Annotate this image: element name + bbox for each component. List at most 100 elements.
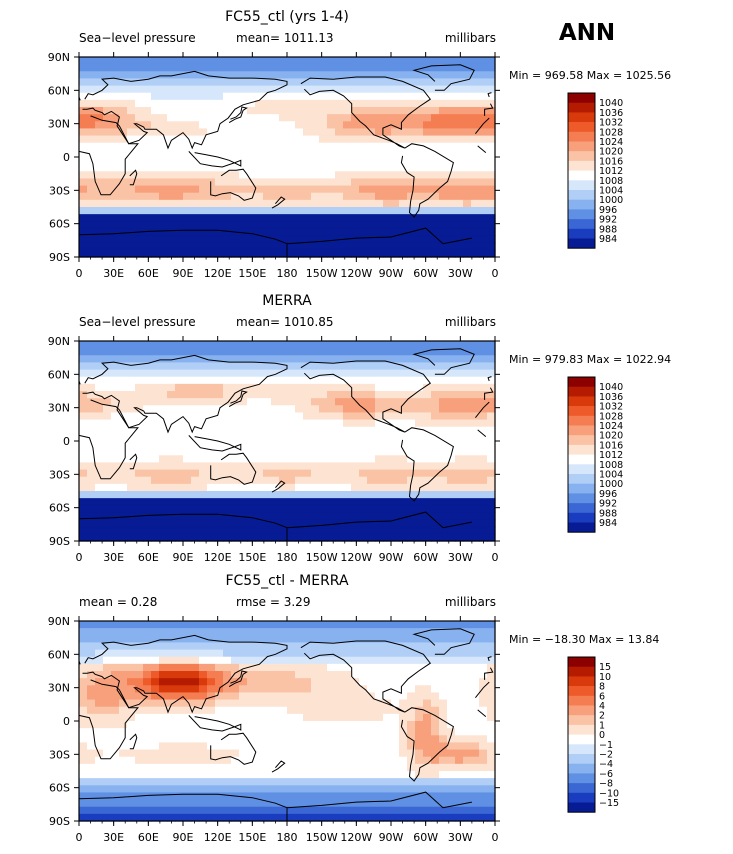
contour-cell [415, 628, 424, 636]
contour-cell [87, 635, 96, 644]
contour-cell [383, 214, 392, 222]
contour-cell [263, 699, 272, 708]
contour-cell [231, 64, 240, 72]
contour-cell [407, 362, 416, 371]
contour-cell [255, 78, 264, 87]
contour-cell [431, 78, 440, 87]
contour-cell [223, 376, 232, 385]
contour-cell [303, 462, 312, 471]
contour-cell [287, 57, 296, 65]
contour-cell [319, 419, 328, 428]
contour-cell [255, 376, 264, 385]
panel-title: MERRA [262, 293, 312, 309]
contour-cell [223, 526, 232, 535]
contour-cell [159, 628, 168, 636]
contour-cell [351, 671, 360, 679]
contour-cell [95, 426, 104, 435]
contour-cell [343, 164, 352, 172]
contour-cell [95, 57, 104, 65]
contour-cell [199, 735, 208, 744]
contour-cell [319, 71, 328, 80]
contour-cell [479, 391, 488, 399]
contour-cell [351, 756, 360, 765]
contour-cell [231, 621, 240, 629]
contour-cell [175, 505, 184, 514]
contour-cell [463, 57, 472, 65]
contour-cell [319, 207, 328, 215]
contour-cell [327, 228, 336, 237]
contour-cell [111, 469, 120, 478]
contour-cell [399, 199, 408, 208]
contour-cell [431, 398, 440, 406]
contour-cell [343, 742, 352, 751]
contour-cell [383, 412, 392, 421]
contour-cell [271, 85, 280, 94]
contour-cell [103, 376, 112, 385]
contour-cell [255, 491, 264, 499]
contour-cell [127, 341, 136, 349]
contour-cell [471, 799, 480, 808]
contour-cell [463, 792, 472, 801]
contour-cell [367, 178, 376, 187]
contour-cell [87, 792, 96, 801]
contour-cell [207, 85, 216, 94]
contour-cell [167, 713, 176, 722]
contour-cell [103, 242, 112, 251]
contour-cell [231, 419, 240, 428]
contour-cell [119, 171, 128, 180]
contour-cell [447, 199, 456, 208]
contour-cell [167, 505, 176, 514]
contour-cell [439, 192, 448, 201]
contour-cell [423, 149, 432, 158]
contour-cell [359, 149, 368, 158]
contour-cell [183, 398, 192, 406]
contour-cell [215, 792, 224, 801]
contour-cell [95, 85, 104, 94]
contour-cell [479, 728, 488, 736]
contour-cell [303, 71, 312, 80]
contour-cell [263, 628, 272, 636]
contour-cell [479, 242, 488, 251]
contour-cell [79, 391, 88, 399]
contour-cell [239, 242, 248, 251]
contour-cell [439, 199, 448, 208]
contour-cell [383, 621, 392, 629]
contour-cell [335, 185, 344, 194]
contour-cell [263, 199, 272, 208]
contour-cell [303, 771, 312, 779]
contour-cell [79, 78, 88, 87]
contour-cell [207, 426, 216, 435]
contour-cell [119, 85, 128, 94]
contour-cell [159, 792, 168, 801]
contour-cell [287, 642, 296, 651]
contour-cell [359, 685, 368, 694]
contour-cell [407, 491, 416, 499]
contour-cell [439, 221, 448, 230]
contour-cell [439, 663, 448, 672]
contour-cell [263, 621, 272, 629]
contour-cell [423, 71, 432, 80]
contour-cell [319, 476, 328, 485]
x-tick-label: 0 [492, 831, 499, 844]
contour-cell [375, 806, 384, 815]
contour-cell [367, 57, 376, 65]
contour-cell [351, 742, 360, 751]
contour-cell [423, 728, 432, 736]
contour-cell [199, 85, 208, 94]
contour-cell [399, 448, 408, 456]
contour-cell [279, 412, 288, 421]
contour-cell [255, 735, 264, 744]
contour-cell [367, 678, 376, 686]
contour-cell [95, 207, 104, 215]
contour-cell [303, 441, 312, 449]
contour-cell [167, 778, 176, 786]
contour-cell [159, 405, 168, 414]
contour-cell [159, 806, 168, 815]
contour-cell [487, 476, 496, 485]
contour-cell [167, 455, 176, 464]
contour-cell [103, 185, 112, 194]
contour-cell [415, 685, 424, 694]
contour-cell [311, 642, 320, 651]
contour-cell [487, 376, 496, 385]
contour-cell [415, 419, 424, 428]
